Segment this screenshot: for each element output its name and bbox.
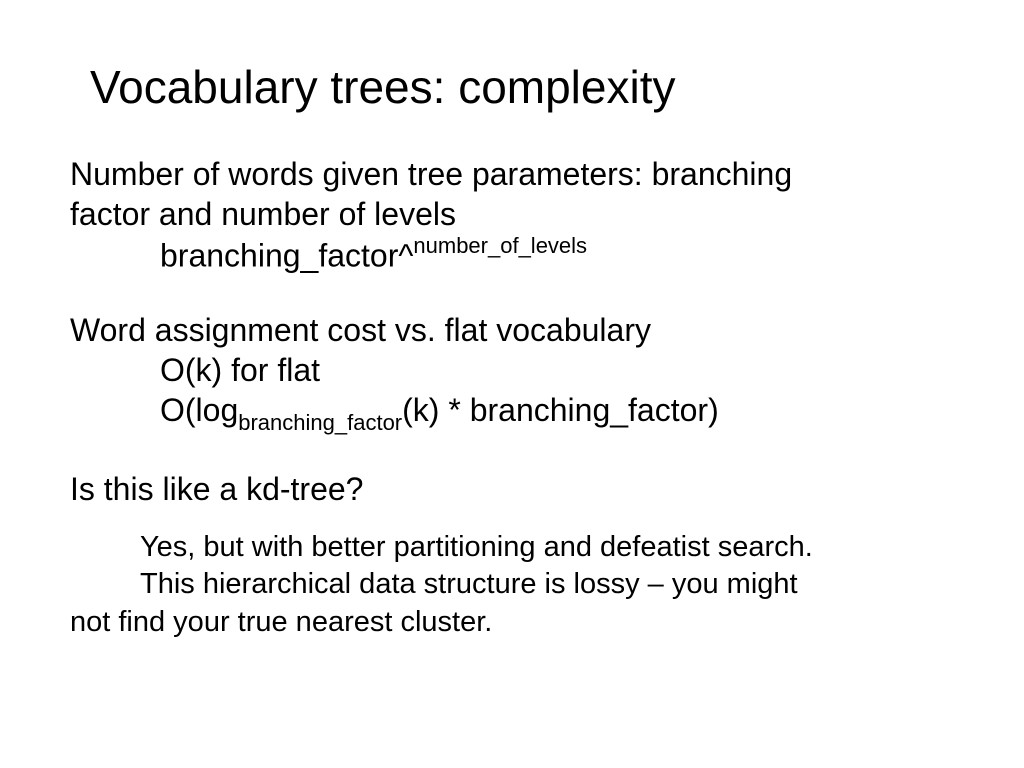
paragraph-words-count: Number of words given tree parameters: b… (70, 154, 954, 234)
f2-subscript: branching_factor (238, 410, 402, 435)
paragraph-kdtree-q: Is this like a kd-tree? (70, 469, 954, 509)
kdtree-answer-2a: This hierarchical data structure is loss… (70, 566, 954, 604)
spacer (70, 435, 954, 469)
f2-part-a: O(log (160, 392, 238, 428)
formula-exponent: number_of_levels (413, 233, 587, 258)
spacer (70, 276, 954, 310)
slide-title: Vocabulary trees: complexity (90, 60, 954, 114)
formula-words: branching_factor^number_of_levels (70, 234, 954, 276)
formula-base: branching_factor^ (160, 238, 413, 274)
paragraph-cost: Word assignment cost vs. flat vocabulary (70, 310, 954, 350)
slide-container: Vocabulary trees: complexity Number of w… (0, 0, 1024, 768)
kdtree-answer-1: Yes, but with better partitioning and de… (70, 529, 954, 567)
formula-tree: O(logbranching_factor(k) * branching_fac… (70, 390, 954, 435)
p1-line1: Number of words given tree parameters: b… (70, 156, 792, 192)
spacer (70, 509, 954, 529)
formula-flat: O(k) for flat (70, 350, 954, 390)
p1-line2: factor and number of levels (70, 196, 456, 232)
f2-part-b: (k) * branching_factor) (402, 392, 719, 428)
kdtree-answer-2b: not find your true nearest cluster. (70, 604, 954, 640)
